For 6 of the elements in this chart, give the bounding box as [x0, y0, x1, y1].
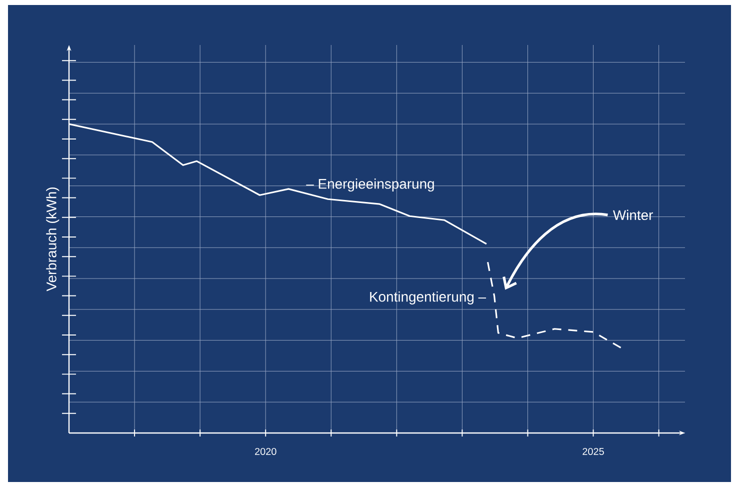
annotation: Winter: [612, 210, 653, 220]
x-tick-label: 2020: [255, 448, 276, 456]
annotation: – Energieeinsparung: [306, 178, 434, 192]
y-axis-title: Verbrauch (kWh): [46, 188, 60, 292]
x-tick-label: 2025: [582, 448, 604, 456]
annotation: Kontingentierung –: [370, 291, 486, 304]
